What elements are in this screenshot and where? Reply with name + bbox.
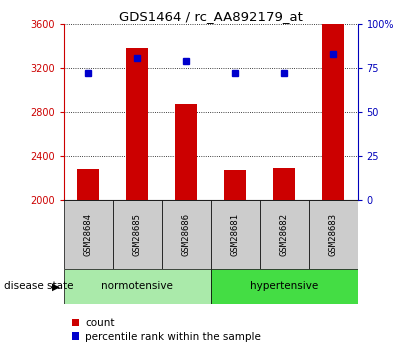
Bar [273,168,295,200]
Bar [309,200,358,269]
Text: GSM28683: GSM28683 [328,213,337,256]
Text: hypertensive: hypertensive [250,282,318,291]
Bar [260,200,309,269]
Bar [162,200,211,269]
Bar [175,105,197,200]
Text: percentile rank within the sample: percentile rank within the sample [85,332,261,342]
Text: GSM28685: GSM28685 [133,213,142,256]
Bar [224,170,246,200]
Text: normotensive: normotensive [101,282,173,291]
Text: GSM28682: GSM28682 [279,213,289,256]
Text: count: count [85,318,115,328]
Text: GSM28684: GSM28684 [84,213,93,256]
Text: ▶: ▶ [51,282,60,291]
Bar [64,200,113,269]
Bar [126,48,148,200]
Bar [322,23,344,200]
Bar [64,269,210,304]
Text: disease state: disease state [4,282,74,291]
Bar [77,169,99,200]
Title: GDS1464 / rc_AA892179_at: GDS1464 / rc_AA892179_at [119,10,302,23]
Bar [211,200,260,269]
Text: GSM28681: GSM28681 [231,213,240,256]
Bar [211,269,358,304]
Text: GSM28686: GSM28686 [182,213,191,256]
Bar [113,200,162,269]
